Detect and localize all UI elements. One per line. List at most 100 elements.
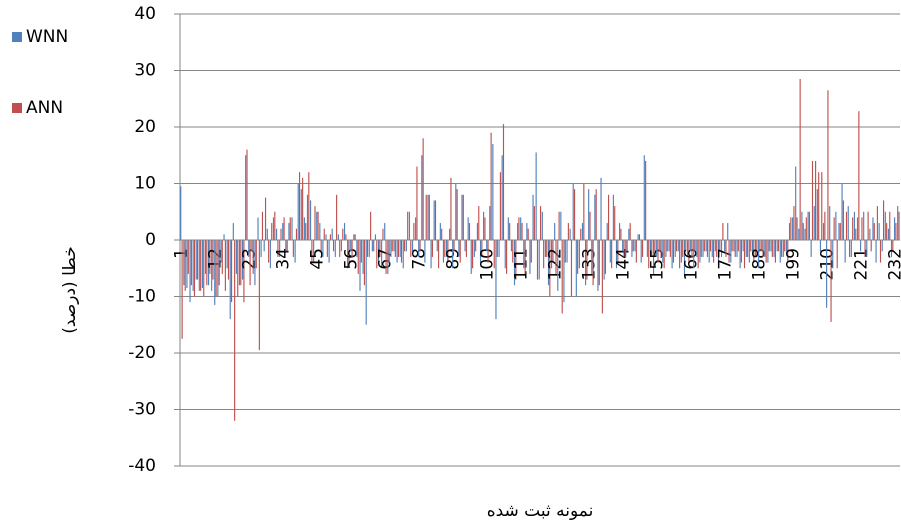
bar	[603, 240, 605, 280]
bar	[249, 240, 251, 286]
bar	[734, 240, 736, 257]
bar	[656, 240, 658, 257]
bar	[696, 240, 698, 257]
bar	[238, 240, 241, 286]
bar	[675, 240, 678, 252]
bar	[359, 240, 361, 291]
bar	[728, 240, 730, 263]
bar	[493, 240, 495, 269]
bar	[308, 172, 310, 240]
bar	[224, 240, 226, 291]
bar	[637, 234, 639, 240]
bar	[594, 194, 596, 240]
bar	[733, 240, 735, 252]
bar	[439, 223, 441, 240]
bar	[700, 240, 702, 257]
bar	[668, 240, 670, 252]
bar	[181, 240, 183, 339]
bar	[855, 228, 857, 240]
bar	[268, 240, 270, 263]
bar	[629, 223, 631, 240]
bar	[245, 155, 247, 240]
bar	[674, 240, 676, 257]
bar	[863, 211, 865, 240]
bar	[567, 223, 569, 240]
x-tick-label: 100	[477, 248, 497, 280]
bar	[467, 217, 469, 240]
x-tick-label: 111	[511, 248, 531, 280]
bar	[703, 240, 705, 252]
x-tick-label: 199	[783, 248, 803, 280]
bar	[839, 223, 841, 240]
bar	[418, 240, 420, 257]
bar	[873, 223, 875, 240]
legend-label: ANN	[26, 98, 63, 118]
bar	[686, 240, 689, 257]
bar	[529, 240, 531, 274]
bar	[822, 223, 825, 240]
bar	[291, 217, 293, 240]
bar	[724, 240, 726, 252]
bar	[672, 240, 675, 263]
bar	[329, 234, 332, 240]
bar	[560, 211, 562, 240]
bar	[810, 240, 812, 257]
bar	[768, 240, 770, 252]
bar	[342, 228, 344, 240]
bar	[468, 223, 471, 240]
bar	[283, 217, 285, 240]
bar	[215, 240, 217, 297]
bar	[720, 240, 723, 257]
bar	[688, 240, 690, 263]
bar	[669, 240, 671, 257]
bar	[442, 240, 445, 263]
bar	[691, 240, 693, 257]
bar	[748, 240, 750, 263]
bar	[662, 240, 664, 263]
bar	[856, 217, 859, 240]
bar	[332, 240, 335, 252]
bar	[774, 240, 776, 263]
bar	[206, 240, 208, 286]
bar	[881, 240, 883, 252]
bar	[890, 240, 893, 257]
bar	[852, 217, 854, 240]
bar	[347, 240, 349, 269]
bar	[211, 240, 213, 291]
bar	[394, 240, 396, 257]
bar	[685, 240, 687, 252]
bar	[894, 217, 896, 240]
bar	[343, 223, 346, 240]
bar	[864, 240, 866, 257]
bar	[400, 240, 403, 263]
bar	[374, 234, 377, 240]
bar	[634, 240, 636, 252]
bar	[430, 240, 432, 269]
bar	[189, 240, 191, 303]
bar	[842, 200, 844, 240]
bar	[397, 240, 399, 257]
bar	[592, 240, 594, 286]
bar	[362, 240, 364, 274]
bar	[447, 240, 449, 263]
bar	[410, 240, 412, 257]
bar	[646, 240, 648, 257]
bar	[271, 223, 273, 240]
bar	[751, 240, 754, 252]
bar	[425, 194, 427, 240]
bar	[507, 217, 509, 240]
bar	[697, 240, 699, 269]
bar	[286, 240, 288, 252]
bar	[313, 240, 315, 263]
bar	[615, 240, 618, 269]
bar	[623, 240, 625, 257]
bar	[787, 240, 789, 263]
bar	[759, 240, 761, 252]
bar	[872, 217, 874, 240]
bar	[645, 160, 647, 240]
bar	[521, 223, 523, 240]
bar	[444, 240, 446, 257]
bar	[808, 211, 810, 240]
bar	[424, 240, 426, 263]
bar	[472, 240, 474, 269]
